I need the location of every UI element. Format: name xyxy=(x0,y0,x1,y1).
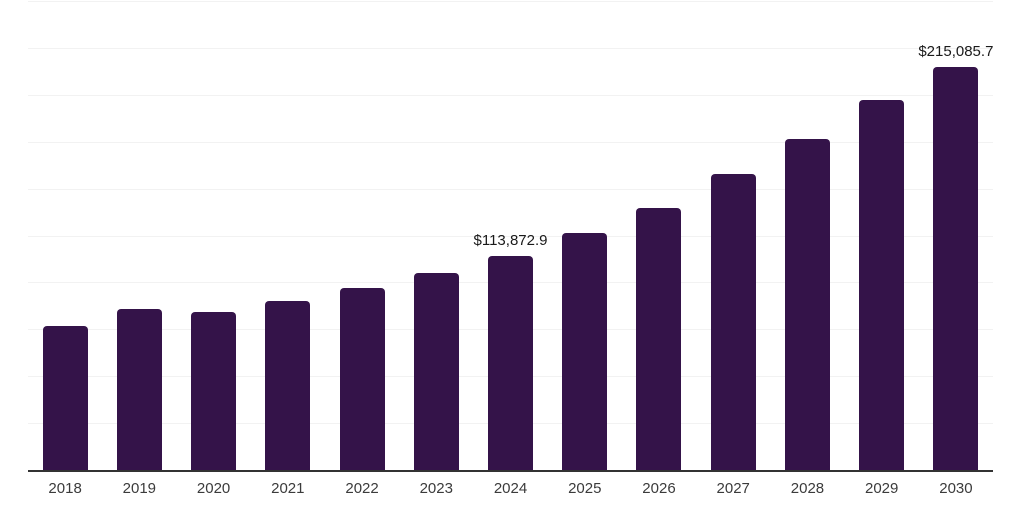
bar-2021[interactable] xyxy=(265,300,311,470)
bar-2020[interactable] xyxy=(191,312,237,470)
bar-slot xyxy=(473,1,547,470)
bar-slot xyxy=(696,1,770,470)
gridline xyxy=(28,94,993,96)
bar-2025[interactable] xyxy=(562,233,608,470)
data-label-2024: $113,872.9 xyxy=(473,232,548,250)
bar-slot xyxy=(399,1,473,470)
x-tick-label: 2023 xyxy=(419,480,453,497)
bar-2029[interactable] xyxy=(859,100,905,470)
bar-2018[interactable] xyxy=(42,326,88,470)
x-tick-label: 2028 xyxy=(790,480,825,497)
x-tick-label: 2021 xyxy=(271,480,305,497)
gridline xyxy=(28,188,993,190)
gridline xyxy=(28,141,993,143)
bar-slot xyxy=(919,1,993,470)
bar-slot xyxy=(770,1,844,470)
x-tick-label: 2029 xyxy=(865,480,899,497)
bar-2024[interactable] xyxy=(488,256,534,470)
x-tick-label: 2020 xyxy=(196,480,231,497)
gridline xyxy=(28,235,993,237)
bar-slot xyxy=(28,1,102,470)
x-tick-label: 2022 xyxy=(345,480,379,497)
gridline xyxy=(28,1,993,2)
bar-slot xyxy=(548,1,622,470)
bar-slot xyxy=(325,1,399,470)
x-axis: 2018 2019 2020 2021 2022 2023 2024 2025 2026 2027… xyxy=(28,480,993,497)
bar-slot xyxy=(251,1,325,470)
bar-slot xyxy=(845,1,919,470)
bar-2028[interactable] xyxy=(784,138,830,470)
gridline xyxy=(28,47,993,49)
plot-area: $113,872.9 $215,085.7 xyxy=(28,1,993,472)
bar-2022[interactable] xyxy=(339,288,385,470)
x-tick-label: 2019 xyxy=(122,480,157,497)
x-tick-label: 2025 xyxy=(568,480,602,497)
bar-slot xyxy=(102,1,176,470)
bar-2023[interactable] xyxy=(413,273,459,470)
data-label-2030: $215,085.7 xyxy=(918,42,994,60)
bars xyxy=(28,1,993,470)
bar-2027[interactable] xyxy=(710,173,756,470)
bar-slot xyxy=(622,1,696,470)
bar-2030[interactable] xyxy=(933,66,979,470)
bar-2026[interactable] xyxy=(636,207,682,470)
x-tick-label: 2024 xyxy=(493,480,528,497)
x-tick-label: 2026 xyxy=(642,480,676,497)
x-tick-label: 2030 xyxy=(939,480,973,497)
bar-slot xyxy=(176,1,250,470)
x-tick-label: 2027 xyxy=(716,480,750,497)
bar-2019[interactable] xyxy=(116,309,162,470)
x-tick-label: 2018 xyxy=(48,480,82,497)
